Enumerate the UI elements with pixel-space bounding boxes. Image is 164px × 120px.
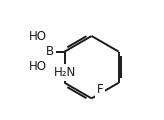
Text: HO: HO (29, 30, 47, 43)
Text: H₂N: H₂N (53, 66, 76, 79)
Text: F: F (97, 83, 103, 96)
Text: HO: HO (29, 60, 47, 73)
Text: B: B (46, 45, 54, 58)
